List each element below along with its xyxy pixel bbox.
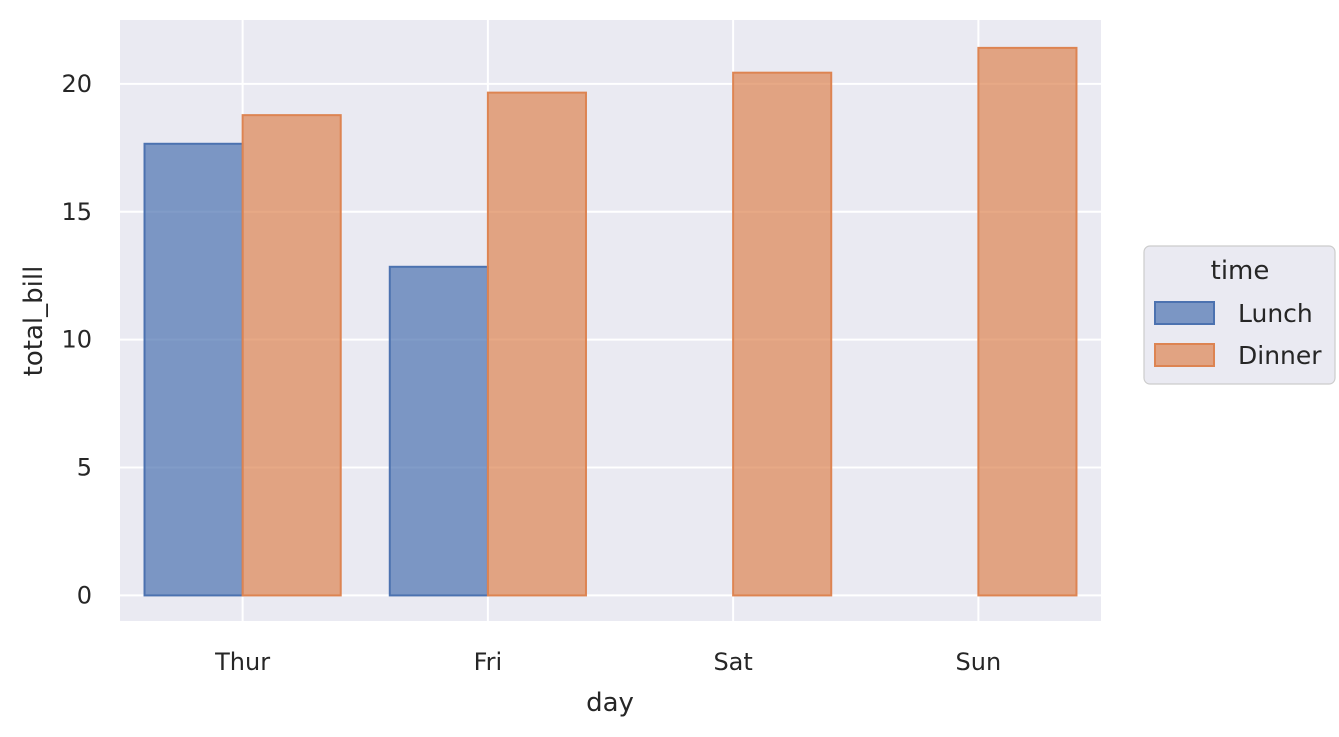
x-tick-label: Sat — [713, 648, 752, 676]
y-tick-label: 15 — [61, 198, 92, 226]
y-tick-label: 10 — [61, 326, 92, 354]
bar-dinner-thur — [241, 114, 342, 597]
x-tick-label: Thur — [214, 648, 270, 676]
y-tick-labels: 0 5 10 15 20 — [61, 70, 92, 609]
y-tick-label: 20 — [61, 70, 92, 98]
y-axis-title: total_bill — [19, 266, 49, 377]
x-tick-labels: Thur Fri Sat Sun — [214, 648, 1001, 676]
bar-dinner-sat — [732, 71, 833, 597]
legend-swatch-dinner — [1154, 343, 1215, 367]
legend-label-lunch: Lunch — [1238, 299, 1313, 328]
y-tick-label: 5 — [77, 454, 92, 482]
bar-lunch-fri — [388, 265, 489, 597]
legend-label-dinner: Dinner — [1238, 341, 1322, 370]
legend-swatch-lunch — [1154, 301, 1215, 325]
bars — [143, 46, 1078, 597]
bar-dinner-sun — [977, 46, 1078, 597]
legend: time Lunch Dinner — [1143, 245, 1336, 385]
y-tick-label: 0 — [77, 581, 92, 609]
legend-title: time — [1211, 256, 1270, 286]
x-axis-title: day — [586, 688, 634, 718]
bar-dinner-fri — [486, 91, 587, 597]
x-tick-label: Sun — [956, 648, 1002, 676]
x-tick-label: Fri — [474, 648, 503, 676]
bar-lunch-thur — [143, 142, 244, 597]
